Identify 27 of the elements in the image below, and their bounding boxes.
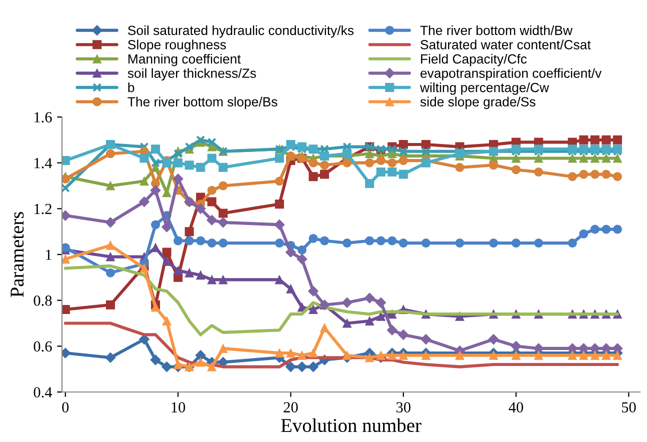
y-tick-label: 0.6 (34, 341, 52, 352)
y-tick-label: 0.4 (34, 387, 52, 398)
x-tick-label: 40 (508, 402, 524, 412)
x-tick-label: 10 (172, 402, 186, 412)
legend-label: The river bottom slope/Bs (128, 96, 278, 110)
y-axis-title: Parameters (10, 212, 24, 298)
x-tick-label: 0 (62, 402, 69, 412)
x-tick-label: 30 (396, 402, 410, 412)
legend-label: Field Capacity/Cfc (421, 54, 527, 66)
y-tick-label: 1.2 (34, 204, 52, 214)
legend-label: soil layer thickness/Zs (128, 68, 256, 81)
legend-label: b (128, 82, 134, 92)
x-axis-title: Evolution number (281, 418, 422, 432)
y-tick-label: 0.8 (34, 295, 52, 306)
y-tick-label: 1 (46, 250, 52, 260)
legend-label: Manning coefficient (128, 54, 241, 66)
x-tick-label: 50 (622, 402, 636, 412)
legend-label: The river bottom width/Bw (420, 25, 573, 36)
x-tick-label: 20 (284, 402, 298, 412)
legend-label: evapotranspiration coefficient/v (420, 68, 602, 81)
legend-label: side slope grade/Ss (420, 96, 536, 110)
legend-label: Slope roughness (128, 40, 226, 52)
legend-label: Soil saturated hydraulic conductivity/ks (128, 25, 354, 38)
y-tick-label: 1.4 (34, 158, 52, 168)
legend-label: Saturated water content/Csat (420, 40, 591, 50)
legend-label: wilting percentage/Cw (420, 82, 550, 95)
y-tick-label: 1.6 (34, 112, 52, 123)
